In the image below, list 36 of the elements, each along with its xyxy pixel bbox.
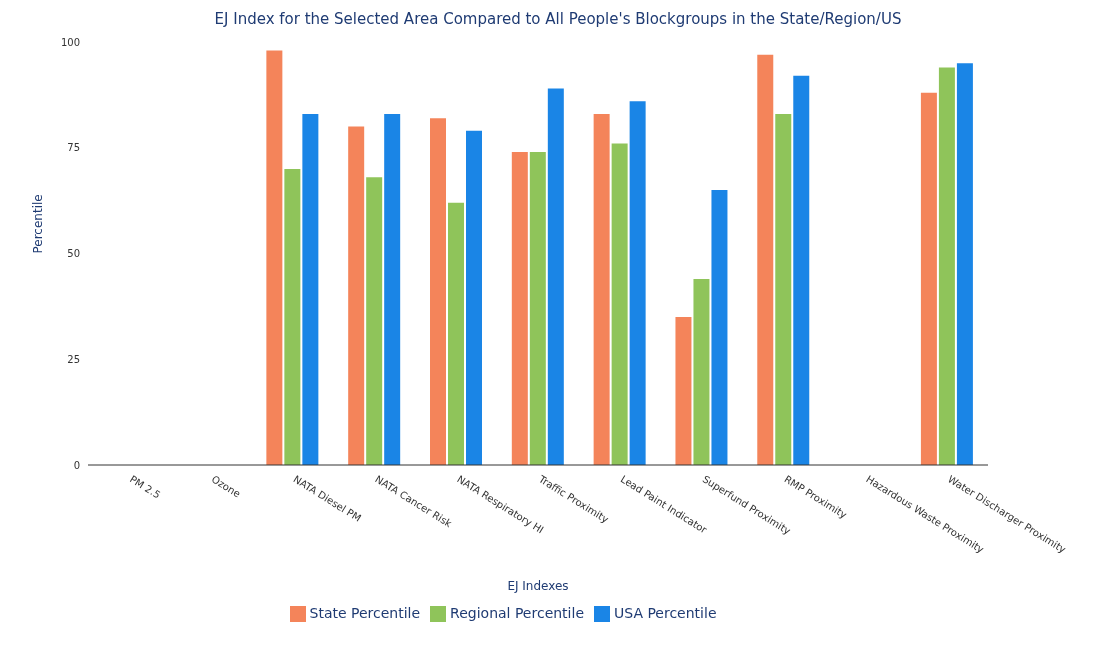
bar [675,316,692,465]
bar [302,113,319,465]
chart-title: EJ Index for the Selected Area Compared to All People's Blockgroups in the State/Region/US [213,10,903,28]
y-tick-label: 100 [60,36,80,48]
bar [430,118,446,465]
bar [629,101,646,465]
bar [448,202,464,465]
bar [384,113,401,465]
bar [284,168,301,465]
x-tick-label: PM 2.5 [127,473,163,501]
legend-label: State Percentile [309,605,421,621]
bar [793,75,810,465]
y-axis-title: Percentile [31,194,46,254]
y-tick-label: 75 [67,142,80,154]
x-axis-title: EJ Indexes [507,579,569,593]
bar [366,177,383,465]
bar [711,190,728,465]
bar [956,63,973,465]
y-tick-label: 25 [67,353,80,365]
bar [593,113,610,465]
bar [348,126,365,465]
bar [547,88,564,465]
bar [266,50,283,465]
bar [529,151,546,465]
bar [466,130,482,465]
bar [693,278,710,465]
bar [775,113,792,465]
y-tick-label: 50 [67,248,80,260]
bar [511,151,528,465]
bar [757,54,774,465]
bar [938,67,955,465]
bar [611,143,628,465]
legend-label: Regional Percentile [450,605,584,621]
legend-label: USA Percentile [614,605,717,621]
bar [920,92,937,465]
y-tick-label: 0 [73,459,80,471]
